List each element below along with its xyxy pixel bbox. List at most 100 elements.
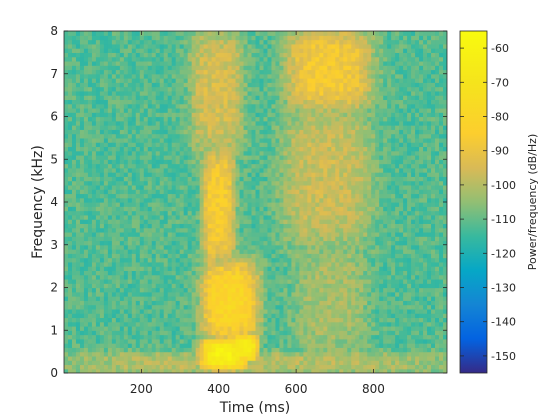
spectrogram-cell xyxy=(275,107,281,113)
spectrogram-cell xyxy=(155,48,161,53)
spectrogram-cell xyxy=(307,184,312,190)
spectrogram-cell xyxy=(171,266,177,272)
spectrogram-cell xyxy=(167,270,173,276)
spectrogram-cell xyxy=(271,317,277,323)
spectrogram-cell xyxy=(203,60,209,66)
spectrogram-cell xyxy=(175,39,181,45)
spectrogram-cell xyxy=(299,90,304,96)
spectrogram-cell xyxy=(303,39,308,45)
spectrogram-cell xyxy=(211,43,217,49)
spectrogram-cell xyxy=(155,325,161,331)
spectrogram-cell xyxy=(211,167,217,173)
spectrogram-cell xyxy=(103,65,109,71)
spectrogram-cell xyxy=(215,283,221,289)
spectrogram-cell xyxy=(123,202,129,207)
spectrogram-cell xyxy=(243,368,249,373)
spectrogram-cell xyxy=(239,236,245,242)
spectrogram-cell xyxy=(239,231,245,237)
spectrogram-cell xyxy=(263,116,269,122)
spectrogram-cell xyxy=(83,180,89,186)
spectrogram-cell xyxy=(95,236,101,242)
spectrogram-cell xyxy=(255,321,261,327)
spectrogram-cell xyxy=(251,133,257,139)
spectrogram-cell xyxy=(303,167,308,173)
spectrogram-cell xyxy=(155,355,161,361)
spectrogram-cell xyxy=(291,304,296,310)
spectrogram-cell xyxy=(195,249,201,254)
spectrogram-cell xyxy=(183,223,189,229)
spectrogram-cell xyxy=(239,120,245,126)
spectrogram-cell xyxy=(231,35,237,41)
spectrogram-cell xyxy=(227,343,233,348)
spectrogram-cell xyxy=(291,39,296,45)
spectrogram-cell xyxy=(303,291,308,297)
spectrogram-cell xyxy=(123,266,129,272)
spectrogram-cell xyxy=(107,184,113,190)
spectrogram-cell xyxy=(275,60,281,66)
spectrogram-cell xyxy=(195,172,201,177)
spectrogram-cell xyxy=(79,257,85,263)
spectrogram-cell xyxy=(267,172,273,177)
spectrogram-cell xyxy=(307,364,312,370)
spectrogram-cell xyxy=(139,65,145,71)
spectrogram-cell xyxy=(311,244,316,250)
spectrogram-cell xyxy=(187,347,193,353)
spectrogram-cell xyxy=(155,236,161,242)
spectrogram-cell xyxy=(111,317,117,323)
spectrogram-cell xyxy=(227,103,233,109)
spectrogram-cell xyxy=(139,223,145,229)
spectrogram-cell xyxy=(147,249,153,254)
spectrogram-cell xyxy=(143,176,149,182)
spectrogram-cell xyxy=(139,69,145,75)
spectrogram-cell xyxy=(283,274,289,280)
spectrogram-cell xyxy=(287,56,293,62)
spectrogram-cell xyxy=(179,296,185,301)
spectrogram-cell xyxy=(299,184,304,190)
spectrogram-cell xyxy=(219,154,225,160)
spectrogram-cell xyxy=(191,163,197,169)
spectrogram-cell xyxy=(103,167,109,173)
spectrogram-cell xyxy=(299,325,304,331)
spectrogram-cell xyxy=(127,52,133,58)
spectrogram-cell xyxy=(231,304,237,310)
spectrogram-cell xyxy=(215,325,221,331)
spectrogram-cell xyxy=(223,300,229,306)
spectrogram-cell xyxy=(211,325,217,331)
spectrogram-cell xyxy=(75,189,81,195)
spectrogram-cell xyxy=(231,236,237,242)
spectrogram-cell xyxy=(295,355,300,361)
spectrogram-cell xyxy=(223,210,229,216)
spectrogram-cell xyxy=(287,172,293,177)
spectrogram-cell xyxy=(207,90,213,96)
spectrogram-cell xyxy=(127,202,133,207)
spectrogram-cell xyxy=(99,163,105,169)
spectrogram-cell xyxy=(155,167,161,173)
spectrogram-cell xyxy=(271,338,277,344)
spectrogram-cell xyxy=(75,65,81,71)
spectrogram-cell xyxy=(239,321,245,327)
spectrogram-cell xyxy=(71,219,77,224)
spectrogram-cell xyxy=(79,304,85,310)
spectrogram-cell xyxy=(87,338,93,344)
spectrogram-cell xyxy=(291,129,296,135)
spectrogram-cell xyxy=(183,351,189,357)
spectrogram-cell xyxy=(279,133,285,139)
spectrogram-cell xyxy=(199,52,205,58)
spectrogram-cell xyxy=(75,338,81,344)
spectrogram-cell xyxy=(291,257,296,263)
spectrogram-cell xyxy=(99,313,105,319)
spectrogram-cell xyxy=(219,60,225,66)
spectrogram-cell xyxy=(303,146,308,152)
spectrogram-cell xyxy=(111,43,117,49)
spectrogram-cell xyxy=(283,69,289,75)
spectrogram-cell xyxy=(123,31,129,36)
spectrogram-cell xyxy=(215,278,221,284)
spectrogram-cell xyxy=(179,69,185,75)
spectrogram-cell xyxy=(219,137,225,143)
spectrogram-cell xyxy=(91,56,97,62)
spectrogram-cell xyxy=(147,172,153,177)
spectrogram-cell xyxy=(127,172,133,177)
spectrogram-cell xyxy=(115,167,121,173)
spectrogram-cell xyxy=(167,146,173,152)
spectrogram-cell xyxy=(215,261,221,267)
